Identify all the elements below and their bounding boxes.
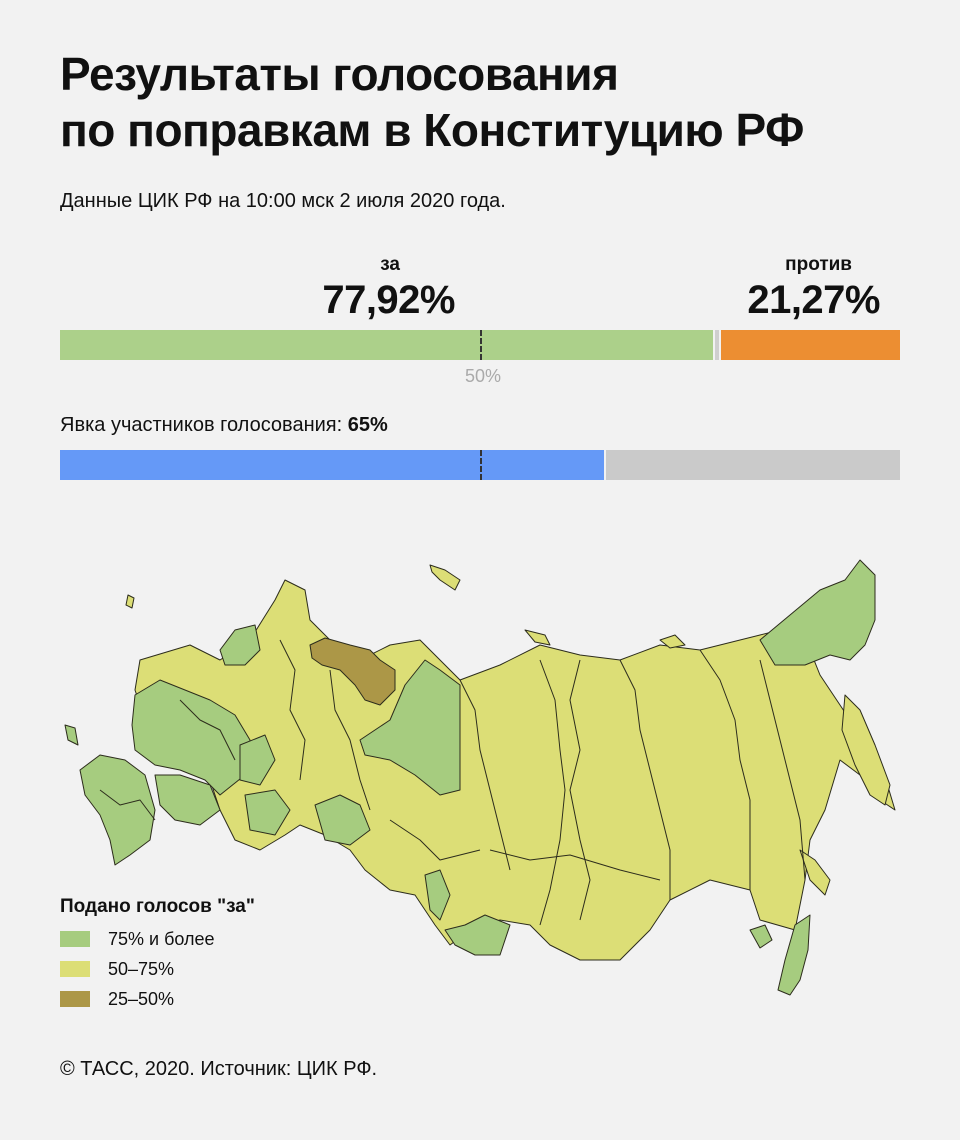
turnout-value: 65% — [347, 414, 388, 436]
subtitle: Данные ЦИК РФ на 10:00 мск 2 июля 2020 г… — [60, 190, 506, 212]
map-region-high — [749, 924, 773, 949]
map-region-mid — [524, 629, 551, 646]
title-line-2: по поправкам в Конституцию РФ — [60, 104, 804, 156]
legend-swatch — [60, 961, 90, 977]
turnout-bar-segment — [60, 450, 604, 480]
map-region-high — [359, 659, 461, 796]
legend-label: 50–75% — [108, 958, 175, 979]
map-region-high — [239, 734, 276, 786]
against-value: 21,27% — [747, 278, 880, 322]
legend-swatch — [60, 991, 90, 1007]
turnout-bar-segment — [606, 450, 900, 480]
turnout-midpoint-marker — [480, 450, 482, 480]
vote-midpoint-marker — [480, 330, 482, 360]
map-region-mid — [841, 694, 891, 806]
vote-bar-segment — [721, 330, 900, 360]
map-region-high — [777, 914, 811, 996]
turnout-label: Явка участников голосования: 65% — [60, 414, 388, 437]
legend-item: 25–50% — [60, 984, 255, 1014]
map-region-high — [219, 624, 261, 666]
against-label: против — [785, 254, 852, 275]
map-region-high — [444, 914, 511, 956]
map-region-high — [424, 869, 451, 921]
map-region-mid — [799, 849, 831, 896]
legend-item: 50–75% — [60, 954, 255, 984]
map-region-high — [759, 559, 876, 666]
legend-label: 75% и более — [108, 928, 215, 949]
map-legend: Подано голосов "за" 75% и более 50–75% 2… — [60, 896, 255, 1014]
map-region-high — [154, 774, 221, 826]
map-region-high — [64, 724, 79, 746]
map-region-mid — [659, 634, 686, 649]
for-value: 77,92% — [322, 278, 455, 322]
vote-bar-segment — [60, 330, 713, 360]
turnout-label-text: Явка участников голосования: — [60, 414, 348, 436]
russia-region-map — [64, 559, 896, 996]
map-region-mid — [125, 594, 135, 609]
legend-item: 75% и более — [60, 924, 255, 954]
map-region-high — [131, 679, 251, 796]
map-region-high — [79, 754, 156, 866]
midpoint-label: 50% — [465, 366, 502, 386]
legend-title: Подано голосов "за" — [60, 896, 255, 917]
map-region-high — [244, 789, 291, 836]
map-region-low — [309, 637, 396, 706]
map-region-high — [314, 794, 371, 846]
map-region-mid — [429, 564, 461, 591]
chart-title: Результаты голосования по поправкам в Ко… — [60, 46, 940, 158]
legend-label: 25–50% — [108, 988, 175, 1009]
for-label: за — [380, 254, 400, 275]
vote-bar-segment — [714, 330, 720, 360]
legend-swatch — [60, 931, 90, 947]
title-line-1: Результаты голосования — [60, 48, 619, 100]
source-footer: © ТАСС, 2020. Источник: ЦИК РФ. — [60, 1058, 378, 1080]
